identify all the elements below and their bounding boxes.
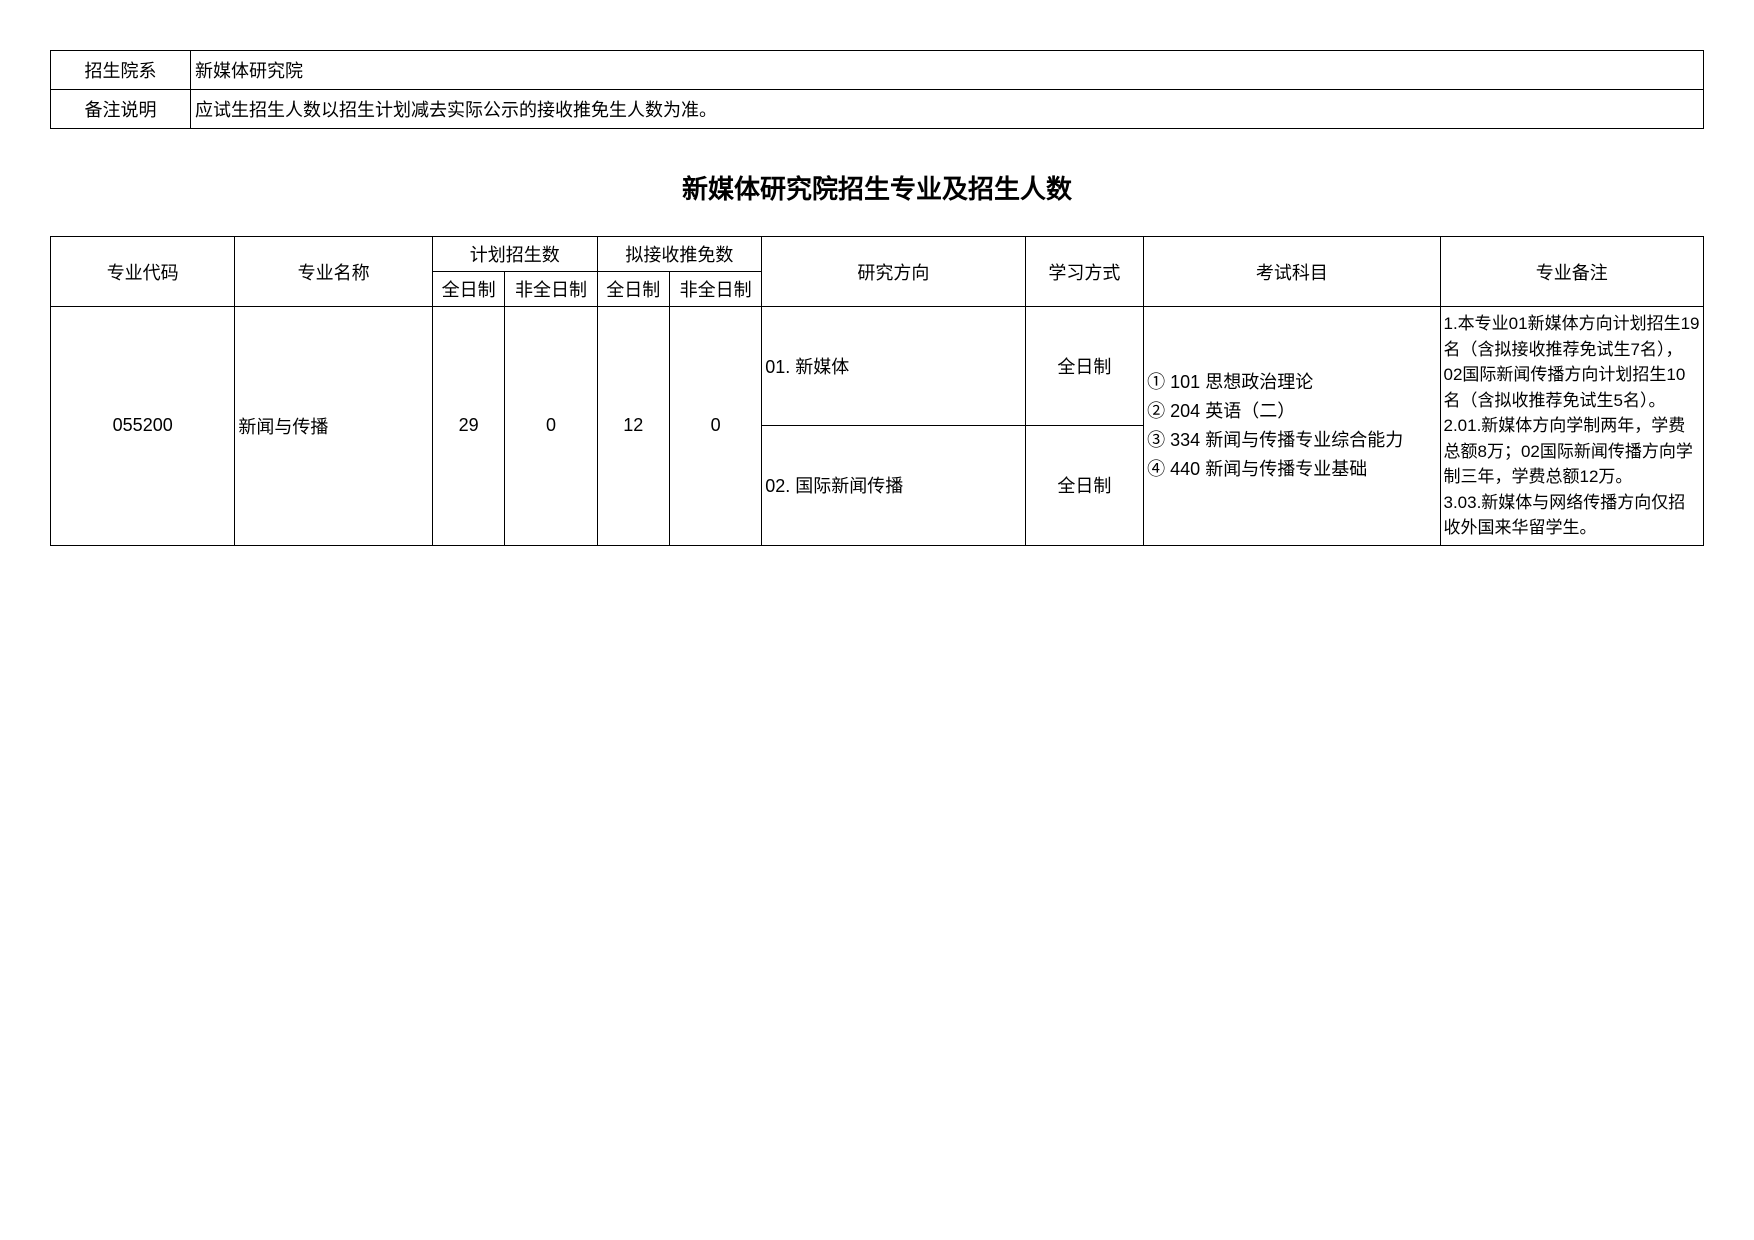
info-table: 招生院系 新媒体研究院 备注说明 应试生招生人数以招生计划减去实际公示的接收推免… [50,50,1704,129]
remark-value: 应试生招生人数以招生计划减去实际公示的接收推免生人数为准。 [191,90,1704,129]
th-rec-count: 拟接收推免数 [597,237,762,272]
remark-label: 备注说明 [51,90,191,129]
cell-major-notes: 1.本专业01新媒体方向计划招生19名（含拟接收推荐免试生7名），02国际新闻传… [1440,307,1704,546]
cell-plan-parttime: 0 [505,307,597,546]
cell-major-name: 新闻与传播 [235,307,433,546]
notes-line: 2.01.新媒体方向学制两年，学费总额8万；02国际新闻传播方向学制三年，学费总… [1444,416,1693,486]
th-major-notes: 专业备注 [1440,237,1704,307]
subject-line: ② 204 英语（二） [1147,397,1436,426]
th-major-code: 专业代码 [51,237,235,307]
subject-line: ④ 440 新闻与传播专业基础 [1147,455,1436,484]
notes-line: 3.03.新媒体与网络传播方向仅招收外国来华留学生。 [1444,493,1686,538]
th-exam-subjects: 考试科目 [1144,237,1440,307]
cell-exam-subjects: ① 101 思想政治理论 ② 204 英语（二） ③ 334 新闻与传播专业综合… [1144,307,1440,546]
header-row-1: 专业代码 专业名称 计划招生数 拟接收推免数 研究方向 学习方式 考试科目 专业… [51,237,1704,272]
subject-line: ① 101 思想政治理论 [1147,368,1436,397]
th-plan-fulltime: 全日制 [432,272,504,307]
cell-rec-fulltime: 12 [597,307,669,546]
th-rec-parttime: 非全日制 [670,272,762,307]
notes-line: 1.本专业01新媒体方向计划招生19名（含拟接收推荐免试生7名），02国际新闻传… [1444,314,1700,410]
th-rec-fulltime: 全日制 [597,272,669,307]
th-plan-parttime: 非全日制 [505,272,597,307]
cell-plan-fulltime: 29 [432,307,504,546]
cell-rec-parttime: 0 [670,307,762,546]
table-row: 055200 新闻与传播 29 0 12 0 01. 新媒体 全日制 ① 101… [51,307,1704,426]
main-title: 新媒体研究院招生专业及招生人数 [50,169,1704,206]
dept-label: 招生院系 [51,51,191,90]
th-plan-count: 计划招生数 [432,237,597,272]
data-table: 专业代码 专业名称 计划招生数 拟接收推免数 研究方向 学习方式 考试科目 专业… [50,236,1704,546]
cell-mode-1: 全日制 [1025,307,1144,426]
th-study-mode: 学习方式 [1025,237,1144,307]
cell-direction-1: 01. 新媒体 [762,307,1025,426]
cell-mode-2: 全日制 [1025,426,1144,545]
dept-value: 新媒体研究院 [191,51,1704,90]
cell-direction-2: 02. 国际新闻传播 [762,426,1025,545]
th-major-name: 专业名称 [235,237,433,307]
cell-major-code: 055200 [51,307,235,546]
th-research-direction: 研究方向 [762,237,1025,307]
subject-line: ③ 334 新闻与传播专业综合能力 [1147,426,1436,455]
